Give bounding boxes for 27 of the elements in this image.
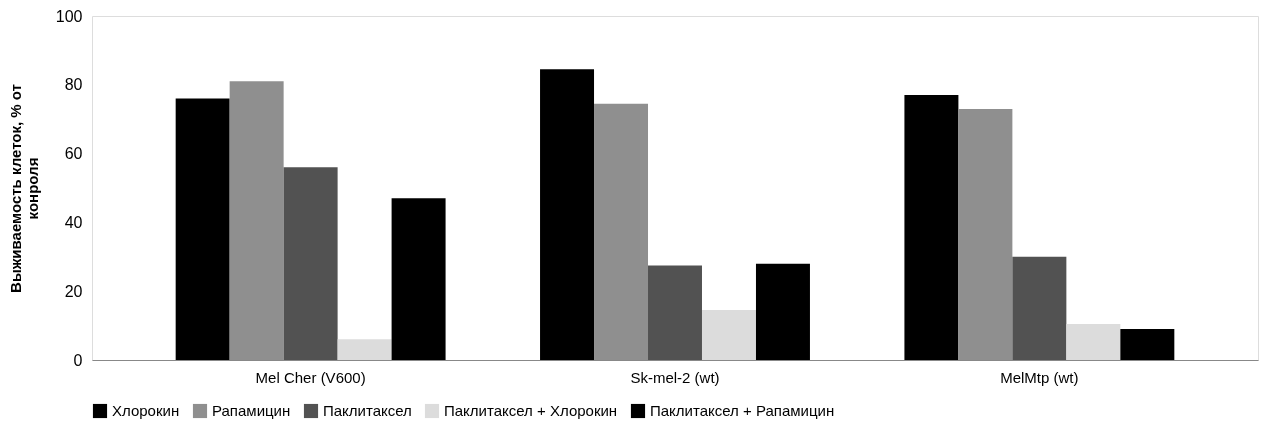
- y-tick-label: 40: [64, 213, 83, 231]
- bar: [648, 265, 702, 360]
- y-axis-title: Выживаемость клеток, % от конроля: [6, 84, 41, 293]
- bar: [755, 263, 810, 360]
- y-tick-label: 0: [73, 351, 83, 369]
- legend-label: Паклитаксел + Хлорокин: [444, 402, 618, 419]
- legend-label: Паклитаксел + Рапамицин: [650, 402, 835, 419]
- bar: [391, 198, 446, 360]
- y-tick-label: 20: [64, 282, 83, 300]
- bar: [1066, 323, 1121, 360]
- x-tick-label: Mel Cher (V600): [255, 368, 366, 386]
- bar: [701, 310, 756, 360]
- bar: [175, 98, 230, 360]
- bar: [540, 69, 595, 360]
- legend-label: Хлорокин: [112, 402, 180, 419]
- bar: [1012, 256, 1067, 360]
- bar: [904, 95, 959, 360]
- bar: [283, 167, 338, 360]
- legend-label: Рапамицин: [212, 402, 291, 419]
- y-tick-label: 60: [64, 145, 83, 163]
- legend-label: Паклитаксел: [323, 402, 412, 419]
- x-tick-label: Sk-mel-2 (wt): [630, 368, 720, 386]
- y-tick-label: 80: [64, 76, 83, 94]
- y-tick-label: 100: [55, 7, 83, 25]
- bar: [337, 339, 392, 360]
- x-tick-label: MelMtp (wt): [1000, 368, 1079, 386]
- bar: [1120, 329, 1175, 360]
